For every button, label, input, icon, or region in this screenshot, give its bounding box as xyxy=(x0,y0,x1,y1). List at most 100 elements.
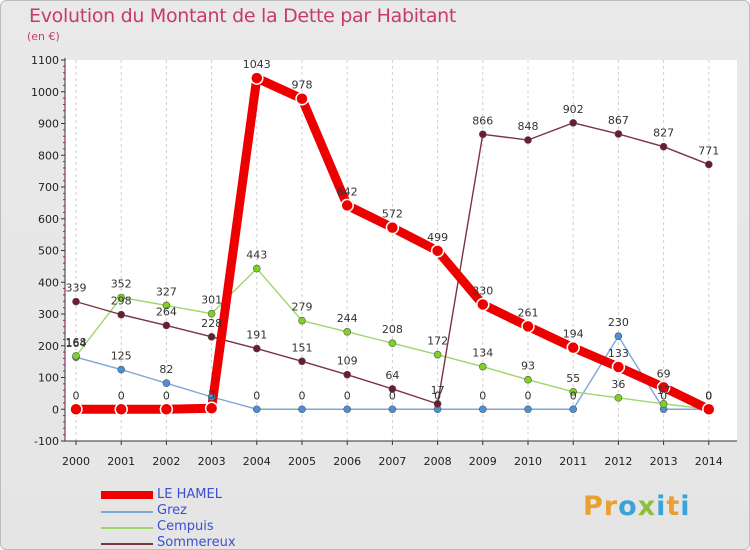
data-label: 301 xyxy=(201,294,222,307)
data-label: 93 xyxy=(521,360,535,373)
logo-letter: r xyxy=(603,491,619,522)
data-label: 0 xyxy=(525,389,532,402)
chart-subtitle: (en €) xyxy=(27,30,60,43)
data-point xyxy=(298,316,306,325)
data-point xyxy=(162,301,171,310)
y-tick-label: 600 xyxy=(38,213,59,226)
x-tick-label: 2010 xyxy=(514,455,542,468)
data-label: 0 xyxy=(660,389,667,402)
data-point xyxy=(659,142,668,151)
data-label: 230 xyxy=(608,316,629,329)
y-tick-label: 800 xyxy=(38,149,59,162)
x-tick-label: 2009 xyxy=(469,455,497,468)
legend-swatch xyxy=(101,491,153,499)
legend-label: LE HAMEL xyxy=(157,487,222,502)
x-tick-label: 2013 xyxy=(650,455,678,468)
x-tick-label: 2006 xyxy=(333,455,361,468)
data-point xyxy=(207,333,216,341)
data-point xyxy=(250,71,264,85)
data-label: 0 xyxy=(73,389,80,402)
logo-letter: P xyxy=(583,491,604,522)
data-label: 172 xyxy=(427,335,448,348)
data-label: 499 xyxy=(427,231,448,244)
data-label: 0 xyxy=(253,389,260,402)
data-point xyxy=(295,91,309,106)
data-point xyxy=(524,405,532,414)
x-tick-label: 2005 xyxy=(288,455,316,468)
data-point xyxy=(385,220,400,235)
data-label: 848 xyxy=(518,120,539,133)
data-point xyxy=(569,387,578,396)
data-label: 69 xyxy=(657,367,671,380)
plot-area xyxy=(65,60,737,441)
data-point xyxy=(478,362,487,371)
data-point xyxy=(388,339,397,348)
x-tick-label: 2002 xyxy=(152,455,180,468)
data-point xyxy=(388,385,397,393)
data-label: 0 xyxy=(434,389,441,402)
data-label: 443 xyxy=(246,249,267,262)
data-label: 109 xyxy=(337,355,358,368)
data-point xyxy=(298,357,306,366)
data-point xyxy=(162,379,171,388)
x-tick-label: 2014 xyxy=(695,455,723,468)
data-label: 244 xyxy=(337,312,358,325)
data-point xyxy=(343,370,352,379)
x-tick-label: 2012 xyxy=(604,455,632,468)
x-tick-label: 2000 xyxy=(62,455,90,468)
data-point xyxy=(253,344,261,353)
data-label: 978 xyxy=(292,79,313,92)
legend-swatch xyxy=(101,511,153,513)
legend-swatch xyxy=(101,527,153,529)
data-label: 17 xyxy=(431,384,445,397)
data-label: 352 xyxy=(111,277,132,290)
data-label: 0 xyxy=(389,389,396,402)
data-label: 642 xyxy=(337,185,358,198)
legend-swatch xyxy=(101,543,153,545)
data-point xyxy=(117,293,125,302)
data-point xyxy=(569,405,578,414)
data-point xyxy=(478,405,487,414)
data-point xyxy=(253,264,261,273)
data-label: 228 xyxy=(201,317,222,330)
data-label: 298 xyxy=(111,295,132,308)
data-label: 0 xyxy=(118,389,125,402)
data-label: 827 xyxy=(653,127,674,140)
data-label: 0 xyxy=(163,389,170,402)
legend-label: Sommereux xyxy=(157,535,236,550)
data-point xyxy=(524,136,532,144)
data-point xyxy=(343,327,352,336)
data-label: 771 xyxy=(698,144,719,157)
data-point xyxy=(253,405,261,414)
y-tick-label: 0 xyxy=(52,403,59,416)
data-label: 134 xyxy=(472,347,493,360)
logo-letter: t xyxy=(666,491,681,522)
data-label: 36 xyxy=(611,378,625,391)
data-label: 168 xyxy=(66,336,87,349)
data-point xyxy=(521,319,535,334)
data-point xyxy=(207,393,216,401)
data-point xyxy=(433,400,442,408)
data-label: 0 xyxy=(705,389,712,402)
y-tick-label: 900 xyxy=(38,118,59,131)
data-label: 164 xyxy=(66,337,87,350)
data-label: 902 xyxy=(563,103,584,116)
data-point xyxy=(476,297,490,312)
y-tick-label: 500 xyxy=(38,245,59,258)
data-label: 572 xyxy=(382,208,403,221)
data-label: 1043 xyxy=(243,58,271,71)
x-tick-label: 2004 xyxy=(243,455,271,468)
logo-letter: o xyxy=(618,491,638,522)
data-point xyxy=(433,350,442,359)
y-tick-label: 700 xyxy=(38,181,59,194)
data-point xyxy=(207,309,216,318)
data-label: 279 xyxy=(292,301,313,314)
legend-label: Cempuis xyxy=(157,519,214,534)
x-tick-label: 2001 xyxy=(107,455,135,468)
data-point xyxy=(388,405,397,414)
y-tick-label: 100 xyxy=(38,372,59,385)
data-point xyxy=(611,360,626,374)
data-label: 55 xyxy=(566,372,580,385)
y-tick-label: 1100 xyxy=(31,54,59,67)
